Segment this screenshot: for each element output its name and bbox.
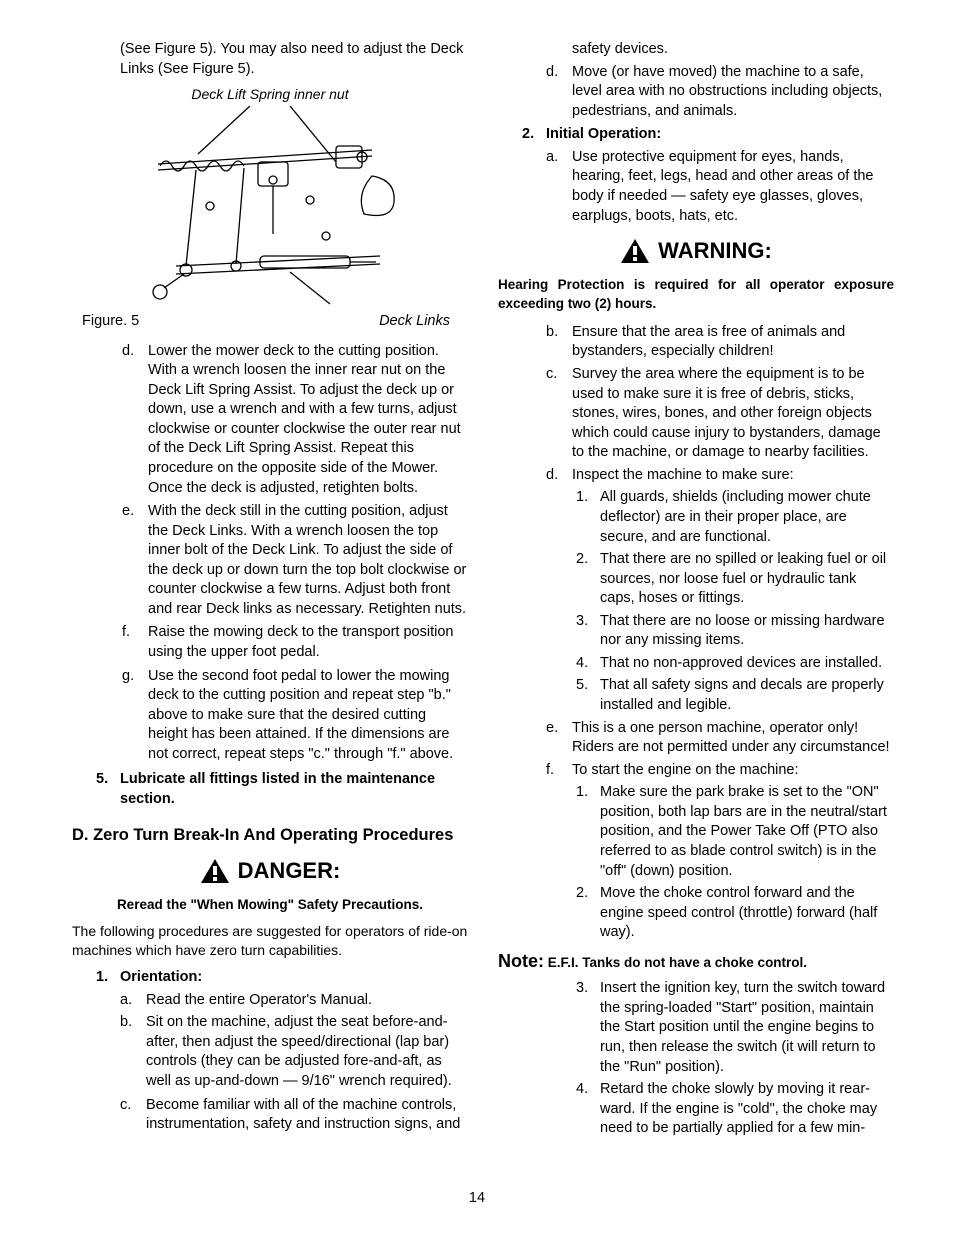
fig5-right-caption: Deck Links: [379, 312, 450, 332]
step-2d: d.Inspect the machine to make sure: 1.Al…: [546, 466, 894, 716]
page-body: (See Figure 5). You may also need to adj…: [0, 0, 954, 1165]
step-2f-3: 3.Insert the ignition key, turn the swit…: [576, 979, 894, 1077]
danger-subtext: Reread the "When Mowing" Safety Precauti…: [96, 896, 444, 914]
step-2-continued: b.Ensure that the area is free of animal…: [498, 323, 894, 943]
note-lead: Note:: [498, 951, 544, 971]
warning-label: WARNING:: [658, 236, 772, 266]
step-5-item: 5.Lubricate all fittings listed in the m…: [72, 770, 468, 809]
step-2f-wrap: 3.Insert the ignition key, turn the swit…: [546, 979, 894, 1139]
step-2b: b.Ensure that the area is free of animal…: [546, 323, 894, 362]
step-1-title: Orientation:: [120, 969, 202, 985]
step-1d: d.Move (or have moved) the machine to a …: [546, 63, 894, 122]
step-2f-continued: 3.Insert the ignition key, turn the swit…: [498, 979, 894, 1139]
step-1b: b.Sit on the machine, adjust the seat be…: [120, 1013, 468, 1091]
step-2d-4: 4.That no non-approved devices are insta…: [576, 654, 894, 674]
steps-d-to-g: d.Lower the mower deck to the cutting po…: [72, 342, 468, 765]
page-number: 14: [0, 1189, 954, 1209]
step-2-subs: b.Ensure that the area is free of animal…: [498, 323, 894, 943]
step-2d-2: 2.That there are no spilled or leaking f…: [576, 550, 894, 609]
step-2d-5: 5.That all safety signs and decals are p…: [576, 676, 894, 715]
fig5-top-caption: Deck Lift Spring inner nut: [72, 85, 468, 104]
step-2c: c.Survey the area where the equipment is…: [546, 365, 894, 463]
step-2-title: Initial Operation:: [546, 126, 661, 142]
step-2d-3: 3.That there are no loose or missing har…: [576, 612, 894, 651]
step-2a: a.Use protective equipment for eyes, han…: [546, 148, 894, 226]
warning-block: WARNING:: [498, 236, 894, 270]
step-2f-1: 1.Make sure the park brake is set to the…: [576, 783, 894, 881]
step-1a: a.Read the entire Operator's Manual.: [120, 991, 468, 1011]
step-d: d.Lower the mower deck to the cutting po…: [100, 342, 468, 499]
fig5-bottom-caption: Figure. 5 Deck Links: [72, 312, 468, 332]
step-e: e.With the deck still in the cutting pos…: [100, 502, 468, 619]
warning-subtext: Hearing Protection is required for all o…: [498, 276, 894, 312]
step-2f-subs-continued: 3.Insert the ignition key, turn the swit…: [498, 979, 894, 1139]
note-body: E.F.I. Tanks do not have a choke control…: [544, 955, 807, 970]
orientation-step: 1. Orientation: a.Read the entire Operat…: [72, 968, 468, 1091]
step-5: 5.Lubricate all fittings listed in the m…: [72, 770, 468, 809]
intro-continued: (See Figure 5). You may also need to adj…: [120, 40, 468, 79]
step-1: 1. Orientation: a.Read the entire Operat…: [72, 968, 468, 1091]
figure-5-diagram: [140, 106, 400, 306]
section-d-heading: D. Zero Turn Break-In And Operating Pro­…: [72, 824, 468, 846]
step-f: f.Raise the mowing deck to the transport…: [100, 623, 468, 662]
step-2f: f.To start the engine on the machine: 1.…: [546, 761, 894, 943]
danger-paragraph: The following procedures are suggested f…: [72, 922, 468, 960]
danger-label: DANGER:: [238, 856, 341, 886]
fig5-label: Figure. 5: [82, 312, 139, 332]
warning-triangle-icon: [200, 858, 230, 884]
step-2e: e.This is a one person machine, operator…: [546, 719, 894, 758]
figure-5: Deck Lift Spring inner nut: [72, 85, 468, 331]
step-2f-4: 4.Retard the choke slowly by moving it r…: [576, 1080, 894, 1139]
step-g: g.Use the second foot pedal to lower the…: [100, 667, 468, 765]
danger-block: DANGER:: [72, 856, 468, 890]
step-2f-2: 2.Move the choke control forward and the…: [576, 884, 894, 943]
step-2d-1: 1.All guards, shields (including mower c…: [576, 488, 894, 547]
note-line: Note: E.F.I. Tanks do not have a choke c…: [498, 949, 894, 974]
step-2: 2. Initial Operation: a.Use protective e…: [498, 125, 894, 226]
warning-triangle-icon: [620, 238, 650, 264]
